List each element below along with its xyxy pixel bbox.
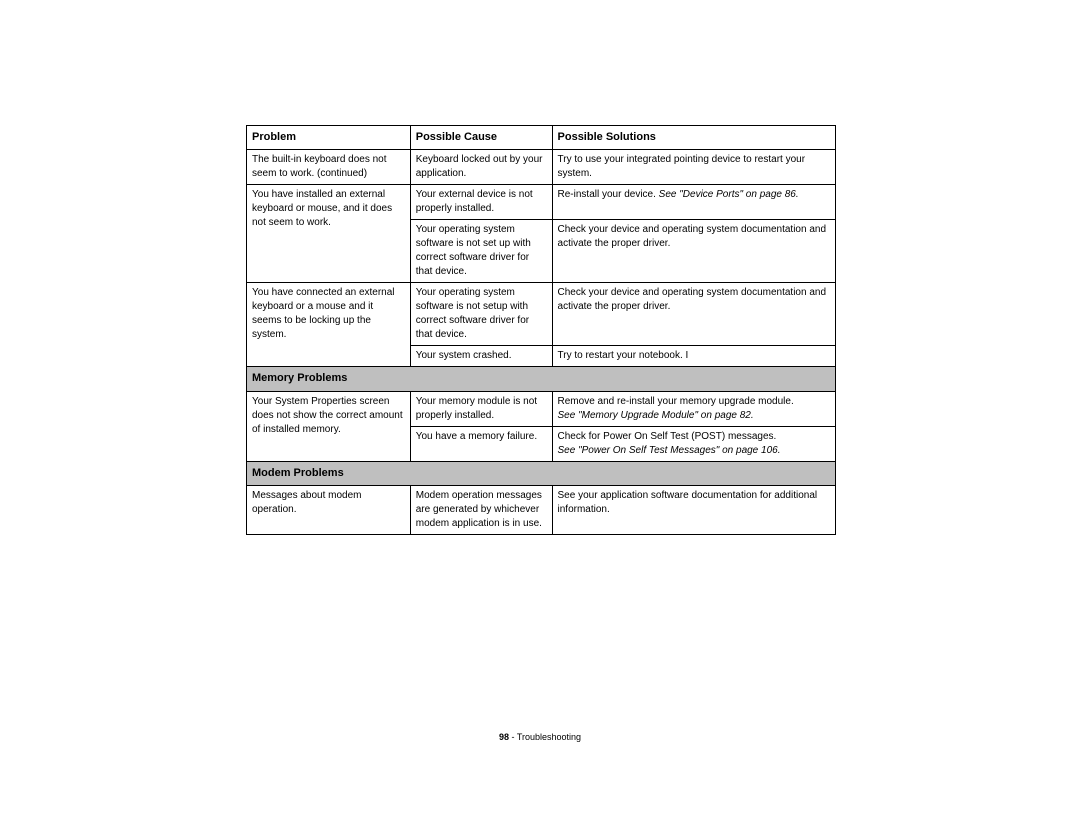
page-footer: 98 - Troubleshooting bbox=[0, 732, 1080, 742]
cell-cause: Your system crashed. bbox=[410, 346, 552, 367]
cell-cause: Keyboard locked out by your application. bbox=[410, 150, 552, 185]
cell-solution: Check your device and operating system d… bbox=[552, 220, 835, 283]
cell-problem: You have installed an external keyboard … bbox=[247, 185, 411, 283]
cell-cause: Your memory module is not properly insta… bbox=[410, 391, 552, 426]
section-header-modem: Modem Problems bbox=[247, 461, 836, 485]
footer-separator: - bbox=[509, 732, 517, 742]
cell-solution: Remove and re-install your memory upgrad… bbox=[552, 391, 835, 426]
cell-cause: Your operating system software is not se… bbox=[410, 220, 552, 283]
table-row: Your System Properties screen does not s… bbox=[247, 391, 836, 426]
cell-problem: Messages about modem operation. bbox=[247, 486, 411, 535]
cell-cause: Your external device is not properly ins… bbox=[410, 185, 552, 220]
cell-problem: You have connected an external keyboard … bbox=[247, 283, 411, 367]
cell-solution: Check your device and operating system d… bbox=[552, 283, 835, 346]
table-row: Messages about modem operation. Modem op… bbox=[247, 486, 836, 535]
table-row: You have installed an external keyboard … bbox=[247, 185, 836, 220]
troubleshooting-table: Problem Possible Cause Possible Solution… bbox=[246, 125, 836, 535]
troubleshooting-table-container: Problem Possible Cause Possible Solution… bbox=[246, 125, 836, 535]
table-row: You have connected an external keyboard … bbox=[247, 283, 836, 346]
table-row: The built-in keyboard does not seem to w… bbox=[247, 150, 836, 185]
footer-title: Troubleshooting bbox=[517, 732, 581, 742]
cell-problem: The built-in keyboard does not seem to w… bbox=[247, 150, 411, 185]
section-header-memory: Memory Problems bbox=[247, 367, 836, 391]
cell-problem: Your System Properties screen does not s… bbox=[247, 391, 411, 461]
header-solution: Possible Solutions bbox=[552, 126, 835, 150]
cell-solution: Check for Power On Self Test (POST) mess… bbox=[552, 426, 835, 461]
cell-solution: Try to restart your notebook. I bbox=[552, 346, 835, 367]
table-header-row: Problem Possible Cause Possible Solution… bbox=[247, 126, 836, 150]
page-number: 98 bbox=[499, 732, 509, 742]
header-cause: Possible Cause bbox=[410, 126, 552, 150]
cell-cause: Modem operation messages are generated b… bbox=[410, 486, 552, 535]
cell-cause: You have a memory failure. bbox=[410, 426, 552, 461]
cell-solution: Re-install your device. See "Device Port… bbox=[552, 185, 835, 220]
cell-cause: Your operating system software is not se… bbox=[410, 283, 552, 346]
section-title: Modem Problems bbox=[247, 461, 836, 485]
section-title: Memory Problems bbox=[247, 367, 836, 391]
cell-solution: Try to use your integrated pointing devi… bbox=[552, 150, 835, 185]
header-problem: Problem bbox=[247, 126, 411, 150]
cell-solution: See your application software documentat… bbox=[552, 486, 835, 535]
